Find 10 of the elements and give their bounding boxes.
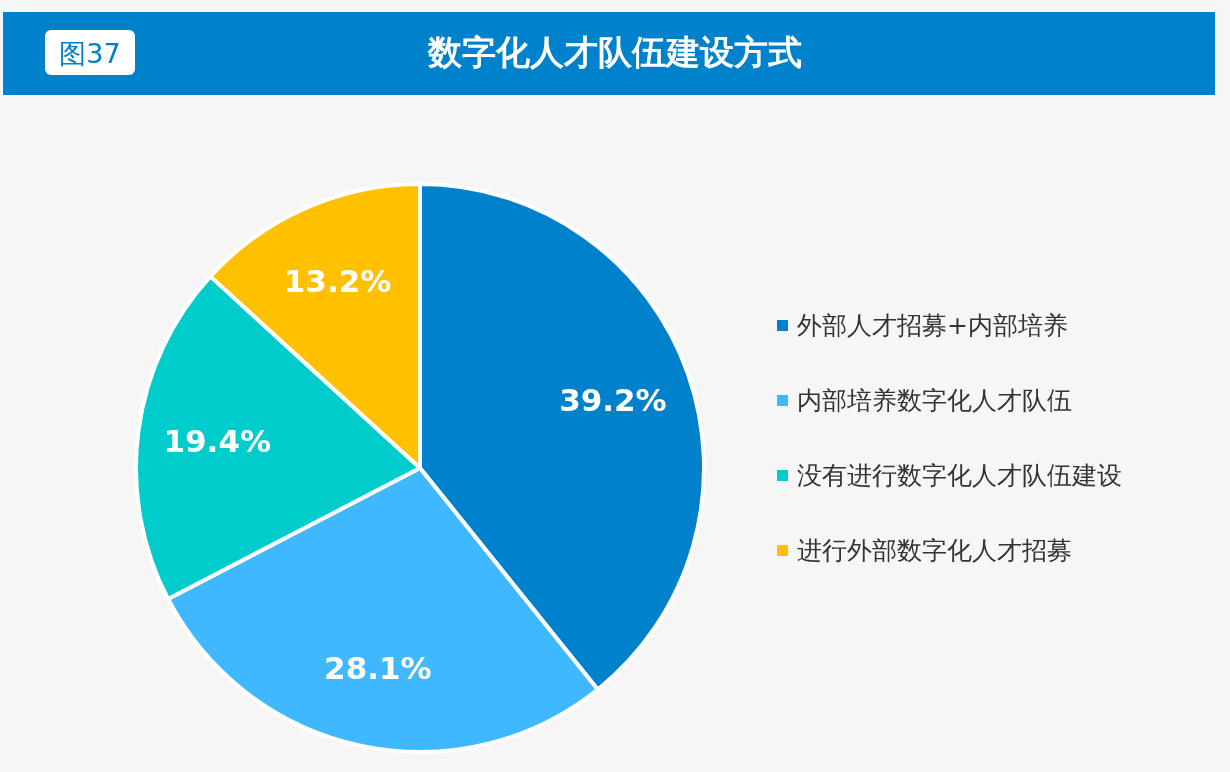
legend-label: 没有进行数字化人才队伍建设 xyxy=(797,461,1122,490)
data-label: 39.2% xyxy=(559,382,667,419)
data-label: 28.1% xyxy=(324,650,432,687)
annotation: 图37 xyxy=(59,38,121,69)
legend-label: 进行外部数字化人才招募 xyxy=(797,536,1072,565)
title: 数字化人才队伍建设方式 xyxy=(428,32,802,72)
legend-label: 外部人才招募+内部培养 xyxy=(797,311,1068,340)
legend-label: 内部培养数字化人才队伍 xyxy=(797,386,1072,415)
data-label: 13.2% xyxy=(283,262,392,299)
data-label: 19.4% xyxy=(163,423,272,460)
